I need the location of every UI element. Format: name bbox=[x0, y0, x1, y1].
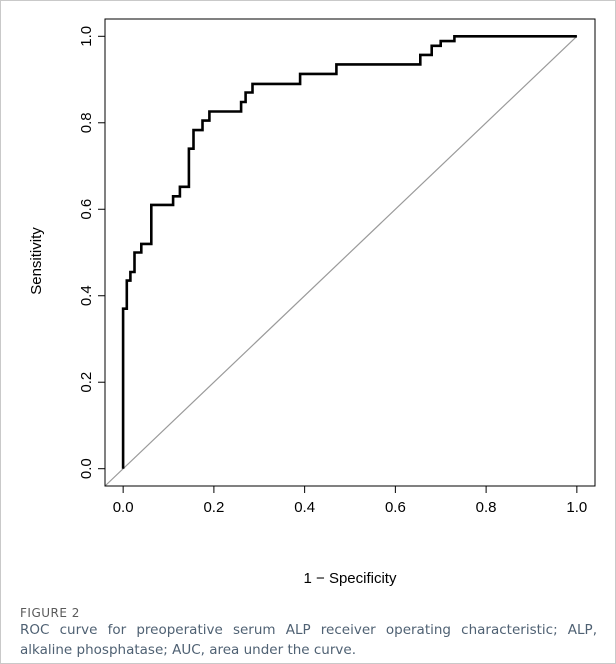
x-tick-label: 0.4 bbox=[294, 499, 315, 516]
y-tick-label: 0.4 bbox=[78, 285, 95, 306]
x-tick-label: 1.0 bbox=[566, 499, 587, 516]
x-tick-label: 0.8 bbox=[476, 499, 497, 516]
x-axis-title: 1 − Specificity bbox=[304, 570, 397, 587]
y-tick-label: 1.0 bbox=[78, 26, 95, 47]
x-tick-label: 0.2 bbox=[203, 499, 224, 516]
y-tick-label: 0.8 bbox=[78, 112, 95, 133]
y-tick-label: 0.0 bbox=[78, 458, 95, 479]
plot-frame bbox=[104, 18, 596, 487]
y-axis-title: Sensitivity bbox=[28, 227, 45, 295]
x-tick-label: 0.6 bbox=[385, 499, 406, 516]
reference-diagonal-line bbox=[104, 35, 578, 487]
y-tick-label: 0.2 bbox=[78, 372, 95, 393]
roc-curve-line bbox=[121, 34, 577, 469]
figure-caption: ROC curve for preoperative serum ALP rec… bbox=[20, 622, 597, 658]
y-tick-label: 0.6 bbox=[78, 199, 95, 220]
x-tick-label: 0.0 bbox=[113, 499, 134, 516]
roc-chart: 0.0 0.2 0.4 0.6 0.8 1.0 0.0 0.2 0.4 0.6 0.8 1.0 1 … bbox=[28, 18, 596, 587]
figure-label: FIGURE 2 bbox=[20, 606, 80, 620]
